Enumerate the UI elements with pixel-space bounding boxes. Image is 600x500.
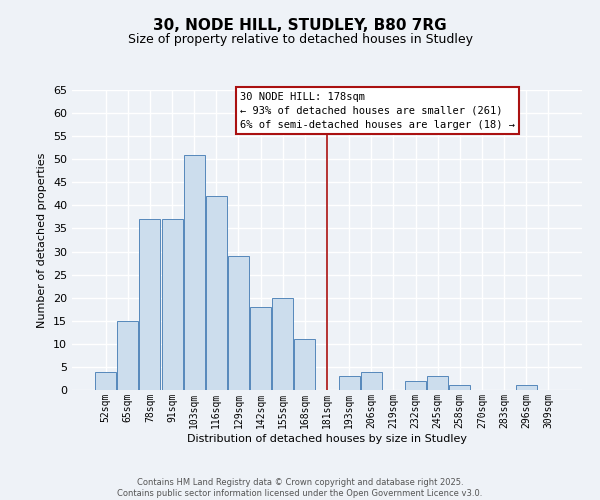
Bar xyxy=(206,196,227,390)
Text: 30, NODE HILL, STUDLEY, B80 7RG: 30, NODE HILL, STUDLEY, B80 7RG xyxy=(153,18,447,32)
Y-axis label: Number of detached properties: Number of detached properties xyxy=(37,152,47,328)
Bar xyxy=(184,154,205,390)
Text: Size of property relative to detached houses in Studley: Size of property relative to detached ho… xyxy=(128,32,473,46)
Bar xyxy=(118,321,139,390)
Text: 30 NODE HILL: 178sqm
← 93% of detached houses are smaller (261)
6% of semi-detac: 30 NODE HILL: 178sqm ← 93% of detached h… xyxy=(240,92,515,130)
Bar xyxy=(515,386,536,390)
Bar xyxy=(139,219,160,390)
Bar xyxy=(228,256,249,390)
Text: Contains HM Land Registry data © Crown copyright and database right 2025.
Contai: Contains HM Land Registry data © Crown c… xyxy=(118,478,482,498)
Bar xyxy=(95,372,116,390)
Bar xyxy=(295,339,316,390)
Bar xyxy=(361,372,382,390)
Bar xyxy=(449,386,470,390)
X-axis label: Distribution of detached houses by size in Studley: Distribution of detached houses by size … xyxy=(187,434,467,444)
Bar xyxy=(272,298,293,390)
Bar xyxy=(250,307,271,390)
Bar xyxy=(338,376,359,390)
Bar xyxy=(161,219,182,390)
Bar xyxy=(427,376,448,390)
Bar xyxy=(405,381,426,390)
